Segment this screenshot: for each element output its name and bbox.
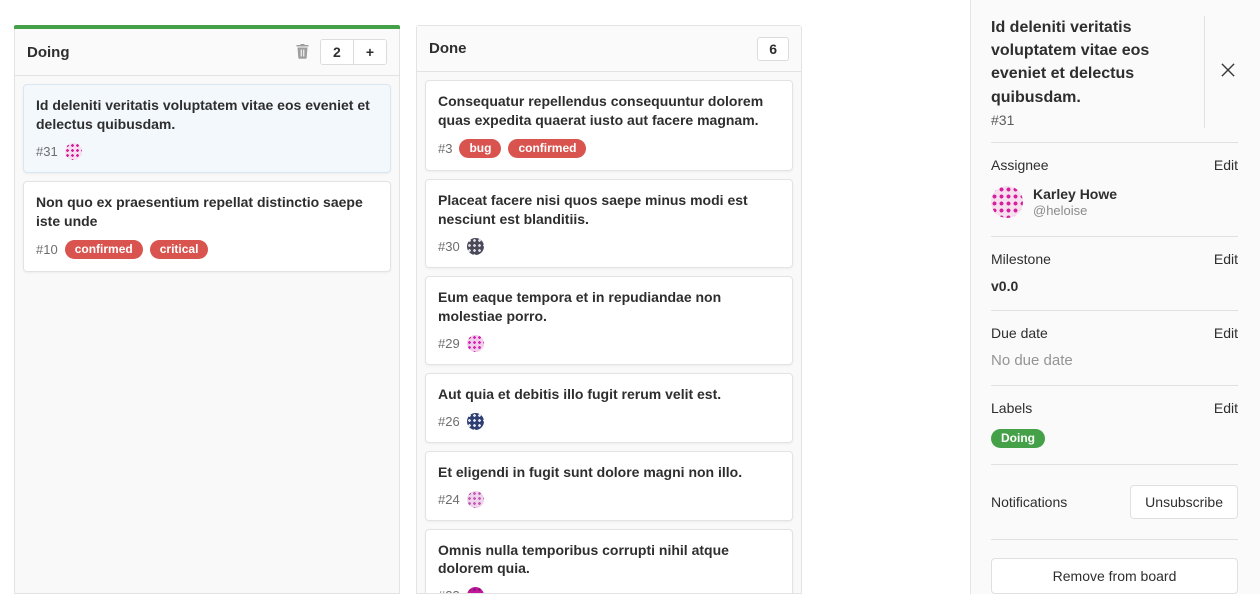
due-date-label: Due date bbox=[991, 325, 1048, 341]
list-header: Done 6 bbox=[417, 26, 801, 72]
due-date-value: No due date bbox=[991, 352, 1238, 369]
issue-label-pill[interactable]: critical bbox=[150, 240, 209, 259]
add-issue-button[interactable]: + bbox=[353, 40, 386, 64]
issue-card[interactable]: Placeat facere nisi quos saepe minus mod… bbox=[425, 179, 793, 268]
issue-card-title: Et eligendi in fugit sunt dolore magni n… bbox=[438, 463, 780, 482]
issue-card-number: #31 bbox=[36, 144, 58, 159]
issue-card-meta: #30 bbox=[438, 238, 780, 255]
milestone-label: Milestone bbox=[991, 251, 1051, 267]
issue-card-number: #30 bbox=[438, 239, 460, 254]
list-count-add-group: 2+ bbox=[320, 39, 387, 65]
issue-card-number: #24 bbox=[438, 492, 460, 507]
issue-card-title: Aut quia et debitis illo fugit rerum vel… bbox=[438, 385, 780, 404]
issue-card-number: #23 bbox=[438, 588, 460, 593]
assignee-username: @heloise bbox=[1033, 203, 1117, 220]
remove-from-board-button[interactable]: Remove from board bbox=[991, 558, 1238, 594]
card-list: Consequatur repellendus consequuntur dol… bbox=[417, 72, 801, 593]
issue-card-title: Non quo ex praesentium repellat distinct… bbox=[36, 193, 378, 231]
due-date-section: Due date Edit No due date bbox=[991, 311, 1238, 386]
issue-card[interactable]: Omnis nulla temporibus corrupti nihil at… bbox=[425, 529, 793, 593]
issue-card-meta: #29 bbox=[438, 335, 780, 352]
assignee-name: Karley Howe bbox=[1033, 185, 1117, 203]
delete-list-button[interactable] bbox=[295, 43, 310, 62]
labels-label: Labels bbox=[991, 400, 1032, 416]
close-button[interactable] bbox=[1218, 60, 1238, 83]
assignee-section: Assignee Edit Karley Howe @heloise bbox=[991, 143, 1238, 237]
list-actions: 6 bbox=[757, 37, 789, 61]
sidebar-header: Id deleniti veritatis voluptatem vitae e… bbox=[991, 16, 1238, 128]
issue-sidebar: Id deleniti veritatis voluptatem vitae e… bbox=[970, 0, 1260, 594]
assignee-edit-button[interactable]: Edit bbox=[1214, 157, 1238, 173]
issue-card-meta: #23 bbox=[438, 587, 780, 593]
issue-label-pill[interactable]: bug bbox=[459, 139, 501, 158]
issue-card[interactable]: Aut quia et debitis illo fugit rerum vel… bbox=[425, 373, 793, 443]
issue-card-title: Omnis nulla temporibus corrupti nihil at… bbox=[438, 541, 780, 579]
issue-card-title: Placeat facere nisi quos saepe minus mod… bbox=[438, 191, 780, 229]
trash-icon bbox=[295, 43, 310, 62]
close-icon bbox=[1220, 62, 1236, 81]
assignee-avatar bbox=[467, 413, 484, 430]
issue-card[interactable]: Eum eaque tempora et in repudiandae non … bbox=[425, 276, 793, 365]
issue-label-pill[interactable]: confirmed bbox=[508, 139, 586, 158]
issue-card-meta: #31 bbox=[36, 143, 378, 160]
issue-card[interactable]: Non quo ex praesentium repellat distinct… bbox=[23, 181, 391, 272]
milestone-section: Milestone Edit v0.0 bbox=[991, 237, 1238, 311]
card-list: Id deleniti veritatis voluptatem vitae e… bbox=[15, 76, 399, 593]
sidebar-title-box: Id deleniti veritatis voluptatem vitae e… bbox=[991, 16, 1202, 128]
assignee-avatar bbox=[467, 587, 484, 593]
assignee-avatar bbox=[467, 491, 484, 508]
assignee-label: Assignee bbox=[991, 157, 1049, 173]
list-title: Doing bbox=[27, 44, 70, 61]
issue-title: Id deleniti veritatis voluptatem vitae e… bbox=[991, 16, 1190, 109]
assignee-avatar bbox=[467, 335, 484, 352]
issue-number: #31 bbox=[991, 112, 1190, 128]
board-column-done: Done 6 Consequatur repellendus consequuntu… bbox=[416, 25, 802, 594]
notifications-section: Notifications Unsubscribe bbox=[991, 465, 1238, 540]
issue-card-meta: #24 bbox=[438, 491, 780, 508]
sidebar-close-area bbox=[1204, 16, 1238, 128]
issue-label-pill[interactable]: confirmed bbox=[65, 240, 143, 259]
assignee-avatar bbox=[467, 238, 484, 255]
list-title: Done bbox=[429, 40, 467, 57]
issue-card-meta: #3 bug confirmed bbox=[438, 139, 780, 158]
issue-card-meta: #26 bbox=[438, 413, 780, 430]
issue-card-number: #3 bbox=[438, 141, 452, 156]
list-issue-count: 2 bbox=[321, 40, 353, 64]
issue-card-title: Id deleniti veritatis voluptatem vitae e… bbox=[36, 96, 378, 134]
due-date-edit-button[interactable]: Edit bbox=[1214, 325, 1238, 341]
milestone-value: v0.0 bbox=[991, 278, 1238, 294]
list-actions: 2+ bbox=[295, 39, 387, 65]
labels-edit-button[interactable]: Edit bbox=[1214, 400, 1238, 416]
assignee-avatar bbox=[991, 186, 1023, 218]
list-issue-count: 6 bbox=[757, 37, 789, 61]
sidebar-label-pill[interactable]: Doing bbox=[991, 429, 1045, 448]
issue-card-number: #29 bbox=[438, 336, 460, 351]
issue-card-title: Eum eaque tempora et in repudiandae non … bbox=[438, 288, 780, 326]
unsubscribe-button[interactable]: Unsubscribe bbox=[1130, 485, 1238, 519]
sidebar-label-pills: Doing bbox=[991, 429, 1238, 448]
labels-section: Labels Edit Doing bbox=[991, 386, 1238, 465]
issue-card-title: Consequatur repellendus consequuntur dol… bbox=[438, 92, 780, 130]
notifications-label: Notifications bbox=[991, 494, 1067, 510]
milestone-edit-button[interactable]: Edit bbox=[1214, 251, 1238, 267]
issue-card-number: #26 bbox=[438, 414, 460, 429]
issue-card[interactable]: Et eligendi in fugit sunt dolore magni n… bbox=[425, 451, 793, 521]
issue-card-number: #10 bbox=[36, 242, 58, 257]
remove-section: Remove from board bbox=[991, 540, 1238, 612]
issue-card-meta: #10 confirmed critical bbox=[36, 240, 378, 259]
assignee-avatar bbox=[65, 143, 82, 160]
issue-card[interactable]: Consequatur repellendus consequuntur dol… bbox=[425, 80, 793, 171]
issue-card[interactable]: Id deleniti veritatis voluptatem vitae e… bbox=[23, 84, 391, 173]
plus-icon: + bbox=[366, 44, 374, 60]
